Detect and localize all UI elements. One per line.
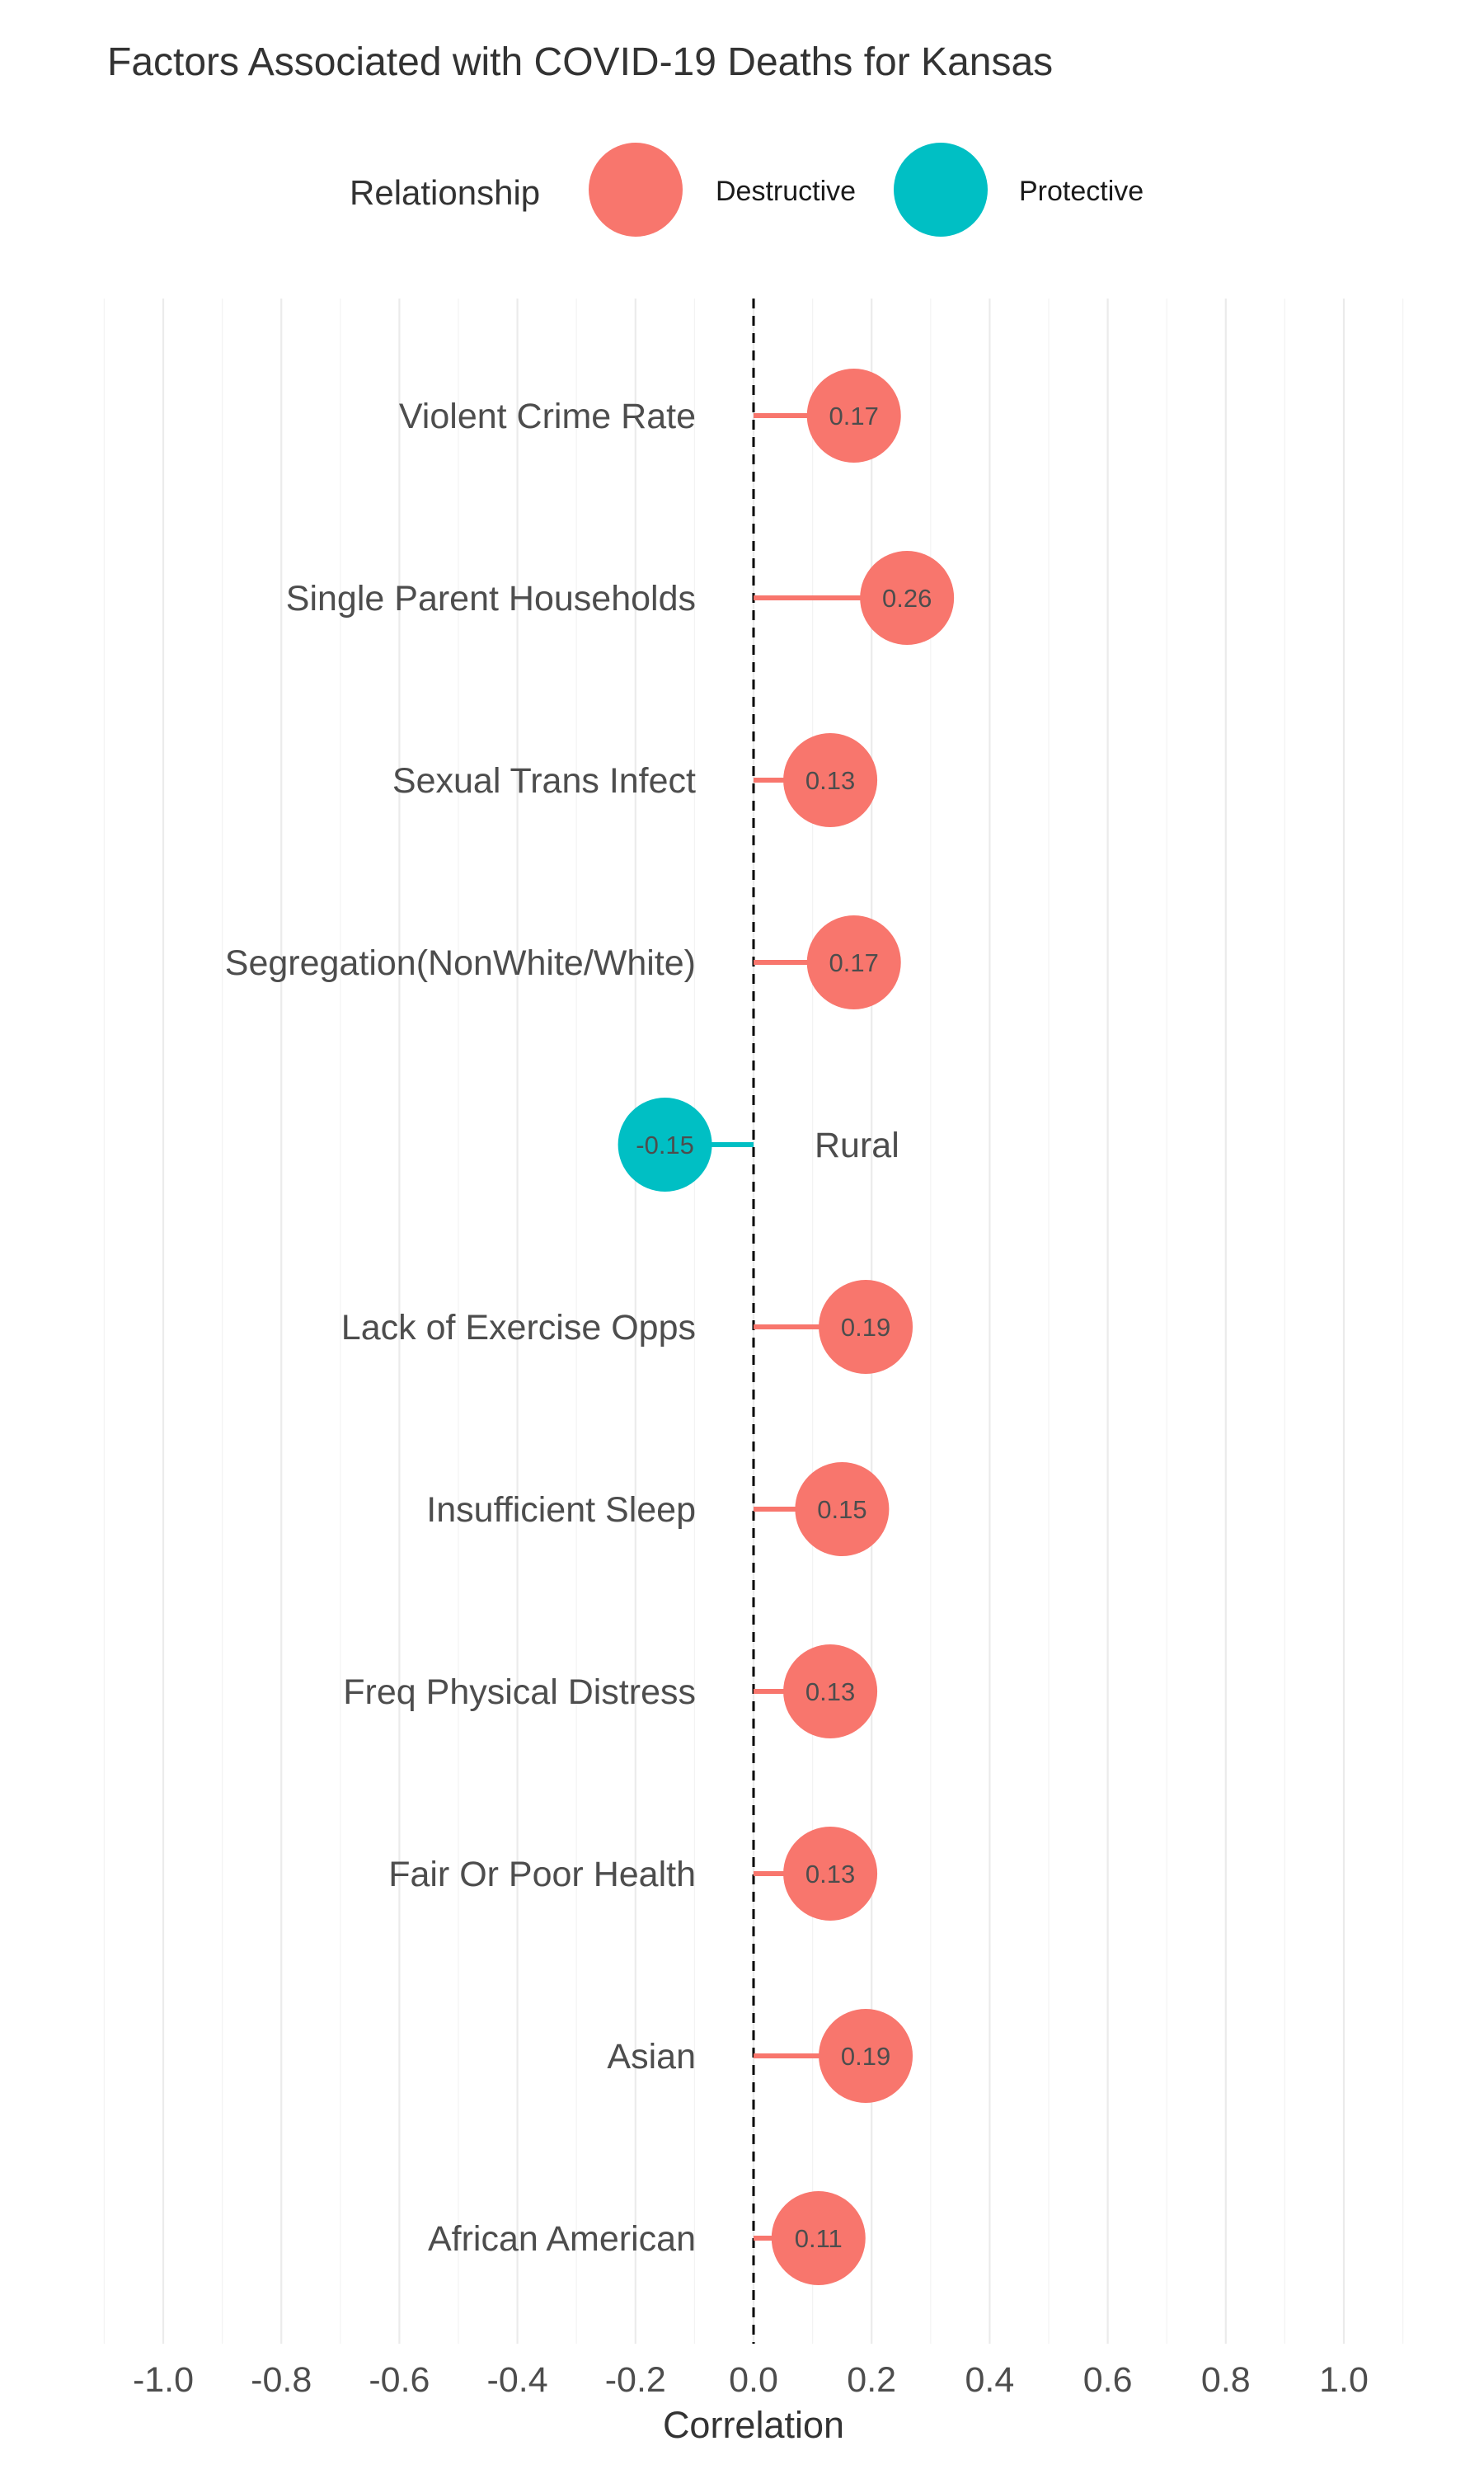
category-label: Sexual Trans Infect (392, 761, 696, 801)
x-axis-ticks: -1.0 -0.8 -0.6 -0.4 -0.2 0.0 0.2 0.4 0.6 0.8 1.0 (133, 2360, 1369, 2400)
legend-title: Relationship (350, 173, 541, 212)
category-label: African American (428, 2219, 696, 2259)
lollipop-dot (860, 551, 955, 645)
value-label: 0.13 (805, 766, 855, 795)
x-tick-label: 0.8 (1201, 2360, 1251, 2400)
legend-label-protective: Protective (1019, 176, 1144, 207)
value-label: 0.13 (805, 1860, 855, 1888)
x-tick-label: -0.8 (251, 2360, 312, 2400)
gridlines (103, 299, 1404, 2344)
value-label: 0.15 (817, 1495, 866, 1524)
category-label: Violent Crime Rate (399, 397, 696, 436)
lollipop-dot (795, 1462, 890, 1556)
value-label: 0.17 (829, 402, 879, 430)
category-label: Single Parent Households (286, 579, 696, 618)
lollipop-dot (618, 1098, 712, 1192)
category-label: Lack of Exercise Opps (341, 1308, 696, 1348)
x-tick-label: 1.0 (1319, 2360, 1369, 2400)
legend-label-destructive: Destructive (716, 176, 857, 207)
value-label: 0.26 (882, 584, 932, 613)
lollipop-dots (618, 369, 955, 2285)
lollipop-dot (783, 1827, 878, 1921)
category-label: Asian (607, 2037, 696, 2077)
x-tick-label: 0.6 (1083, 2360, 1133, 2400)
value-label: 0.19 (841, 1313, 890, 1342)
lollipop-dot (806, 915, 901, 1009)
x-tick-label: 0.0 (729, 2360, 778, 2400)
lollipop-dot (819, 1280, 913, 1374)
category-label: Segregation(NonWhite/White) (225, 943, 696, 983)
lollipop-dot (771, 2191, 866, 2285)
value-label: 0.13 (805, 1677, 855, 1706)
x-tick-label: 0.2 (847, 2360, 896, 2400)
category-label: Fair Or Poor Health (388, 1855, 696, 1894)
x-tick-label: 0.4 (965, 2360, 1015, 2400)
legend-key-destructive (589, 143, 683, 237)
x-axis-title: Correlation (663, 2404, 844, 2446)
value-label: 0.19 (841, 2042, 890, 2071)
legend: Relationship Destructive Protective (0, 132, 1484, 247)
category-label: Insufficient Sleep (426, 1490, 696, 1530)
x-tick-label: -1.0 (133, 2360, 194, 2400)
legend-key-protective (894, 143, 988, 237)
x-tick-label: -0.6 (369, 2360, 430, 2400)
lollipop-dot (819, 2009, 913, 2103)
x-tick-label: -0.2 (605, 2360, 666, 2400)
x-tick-label: -0.4 (487, 2360, 548, 2400)
chart-title: Factors Associated with COVID-19 Deaths … (107, 40, 1054, 84)
category-labels: Violent Crime Rate Single Parent Househol… (225, 397, 899, 2259)
lollipop-dot (783, 733, 878, 827)
lollipop-dot (783, 1644, 878, 1738)
category-label: Rural (815, 1126, 899, 1165)
value-label: -0.15 (636, 1131, 694, 1159)
lollipop-dot (806, 369, 901, 463)
value-label: 0.17 (829, 948, 879, 977)
category-label: Freq Physical Distress (343, 1672, 696, 1712)
value-label: 0.11 (795, 2224, 843, 2253)
value-labels: 0.17 0.26 0.13 0.17 -0.15 0.19 0.15 0.13 0.13 0.1… (636, 402, 932, 2253)
